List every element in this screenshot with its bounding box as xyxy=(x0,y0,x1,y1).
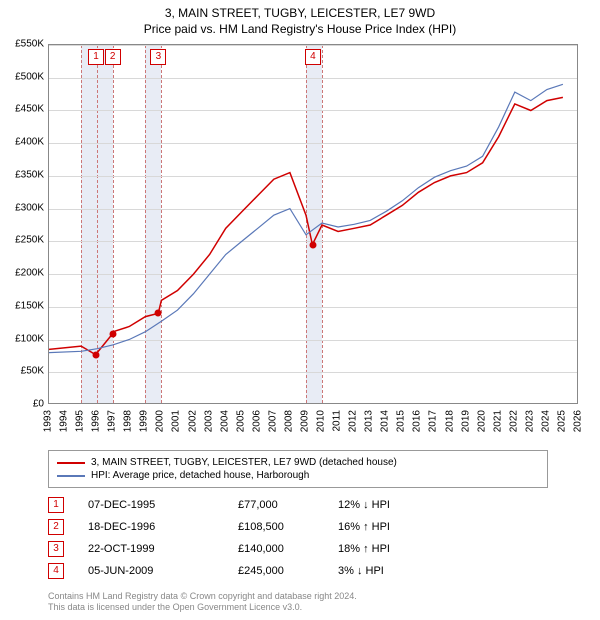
sale-diff: 12% ↓ HPI xyxy=(338,499,458,511)
y-tick-label: £500K xyxy=(15,71,44,82)
series-price_paid xyxy=(49,97,563,354)
x-tick-label: 2003 xyxy=(203,410,214,432)
sale-marker-icon: 2 xyxy=(105,49,121,65)
sale-marker-icon: 1 xyxy=(48,497,64,513)
sale-point-dot xyxy=(309,241,316,248)
x-tick-label: 1993 xyxy=(43,410,54,432)
x-tick-label: 1998 xyxy=(123,410,134,432)
legend: 3, MAIN STREET, TUGBY, LEICESTER, LE7 9W… xyxy=(48,450,548,488)
x-tick-label: 2022 xyxy=(508,410,519,432)
x-tick-label: 2008 xyxy=(283,410,294,432)
y-tick-label: £50K xyxy=(21,366,44,377)
sale-diff: 16% ↑ HPI xyxy=(338,521,458,533)
sale-marker-icon: 3 xyxy=(150,49,166,65)
y-tick-label: £100K xyxy=(15,333,44,344)
x-tick-label: 1994 xyxy=(59,410,70,432)
chart-container: 1234 £0£50K£100K£150K£200K£250K£300K£350… xyxy=(48,44,578,404)
y-tick-label: £150K xyxy=(15,300,44,311)
table-row: 4 05-JUN-2009 £245,000 3% ↓ HPI xyxy=(48,560,458,582)
sale-price: £108,500 xyxy=(238,521,338,533)
title-line-2: Price paid vs. HM Land Registry's House … xyxy=(0,22,600,36)
legend-label: 3, MAIN STREET, TUGBY, LEICESTER, LE7 9W… xyxy=(91,457,397,468)
chart-title-block: 3, MAIN STREET, TUGBY, LEICESTER, LE7 9W… xyxy=(0,0,600,38)
x-tick-label: 2021 xyxy=(492,410,503,432)
y-tick-label: £300K xyxy=(15,202,44,213)
y-tick-label: £250K xyxy=(15,235,44,246)
table-row: 1 07-DEC-1995 £77,000 12% ↓ HPI xyxy=(48,494,458,516)
x-tick-label: 2010 xyxy=(316,410,327,432)
x-tick-label: 2019 xyxy=(460,410,471,432)
sale-diff: 3% ↓ HPI xyxy=(338,565,458,577)
x-tick-label: 2004 xyxy=(219,410,230,432)
x-tick-label: 1996 xyxy=(91,410,102,432)
title-line-1: 3, MAIN STREET, TUGBY, LEICESTER, LE7 9W… xyxy=(0,6,600,20)
sale-price: £140,000 xyxy=(238,543,338,555)
table-row: 2 18-DEC-1996 £108,500 16% ↑ HPI xyxy=(48,516,458,538)
sale-point-dot xyxy=(109,330,116,337)
x-tick-label: 2026 xyxy=(573,410,584,432)
x-tick-label: 2007 xyxy=(267,410,278,432)
x-tick-label: 2025 xyxy=(556,410,567,432)
sale-marker-icon: 4 xyxy=(305,49,321,65)
x-tick-label: 2000 xyxy=(155,410,166,432)
sale-date: 07-DEC-1995 xyxy=(88,499,238,511)
x-tick-label: 2023 xyxy=(524,410,535,432)
sale-marker-icon: 1 xyxy=(88,49,104,65)
y-tick-label: £450K xyxy=(15,104,44,115)
sale-marker-icon: 4 xyxy=(48,563,64,579)
y-tick-label: £0 xyxy=(33,399,44,410)
sale-point-dot xyxy=(155,310,162,317)
x-tick-label: 2009 xyxy=(299,410,310,432)
legend-swatch xyxy=(57,475,85,477)
sale-diff: 18% ↑ HPI xyxy=(338,543,458,555)
x-tick-label: 2017 xyxy=(428,410,439,432)
y-tick-label: £400K xyxy=(15,137,44,148)
x-tick-label: 2005 xyxy=(235,410,246,432)
sale-date: 22-OCT-1999 xyxy=(88,543,238,555)
y-tick-label: £550K xyxy=(15,39,44,50)
sales-table: 1 07-DEC-1995 £77,000 12% ↓ HPI 2 18-DEC… xyxy=(48,494,458,582)
x-tick-label: 1997 xyxy=(107,410,118,432)
plot-area: 12 3 4 xyxy=(48,44,578,404)
x-tick-label: 2020 xyxy=(476,410,487,432)
sale-price: £245,000 xyxy=(238,565,338,577)
sale-date: 18-DEC-1996 xyxy=(88,521,238,533)
x-tick-label: 2024 xyxy=(540,410,551,432)
chart-svg xyxy=(49,45,578,404)
legend-item-hpi: HPI: Average price, detached house, Harb… xyxy=(57,470,539,481)
x-tick-label: 1995 xyxy=(75,410,86,432)
sale-marker-icon: 3 xyxy=(48,541,64,557)
x-tick-label: 2018 xyxy=(444,410,455,432)
footer-attribution: Contains HM Land Registry data © Crown c… xyxy=(48,591,578,614)
x-tick-label: 2001 xyxy=(171,410,182,432)
y-tick-label: £350K xyxy=(15,169,44,180)
x-tick-label: 2002 xyxy=(187,410,198,432)
sale-date: 05-JUN-2009 xyxy=(88,565,238,577)
legend-label: HPI: Average price, detached house, Harb… xyxy=(91,470,309,481)
sale-marker-icon: 2 xyxy=(48,519,64,535)
legend-swatch xyxy=(57,462,85,464)
y-tick-label: £200K xyxy=(15,268,44,279)
sale-price: £77,000 xyxy=(238,499,338,511)
footer-line-2: This data is licensed under the Open Gov… xyxy=(48,602,578,614)
legend-item-price-paid: 3, MAIN STREET, TUGBY, LEICESTER, LE7 9W… xyxy=(57,457,539,468)
x-tick-label: 2012 xyxy=(348,410,359,432)
x-tick-label: 2011 xyxy=(332,410,343,432)
x-tick-label: 2015 xyxy=(396,410,407,432)
x-tick-label: 2014 xyxy=(380,410,391,432)
sale-point-dot xyxy=(93,351,100,358)
x-tick-label: 2006 xyxy=(251,410,262,432)
x-tick-label: 2013 xyxy=(364,410,375,432)
footer-line-1: Contains HM Land Registry data © Crown c… xyxy=(48,591,578,603)
x-tick-label: 1999 xyxy=(139,410,150,432)
table-row: 3 22-OCT-1999 £140,000 18% ↑ HPI xyxy=(48,538,458,560)
x-tick-label: 2016 xyxy=(412,410,423,432)
